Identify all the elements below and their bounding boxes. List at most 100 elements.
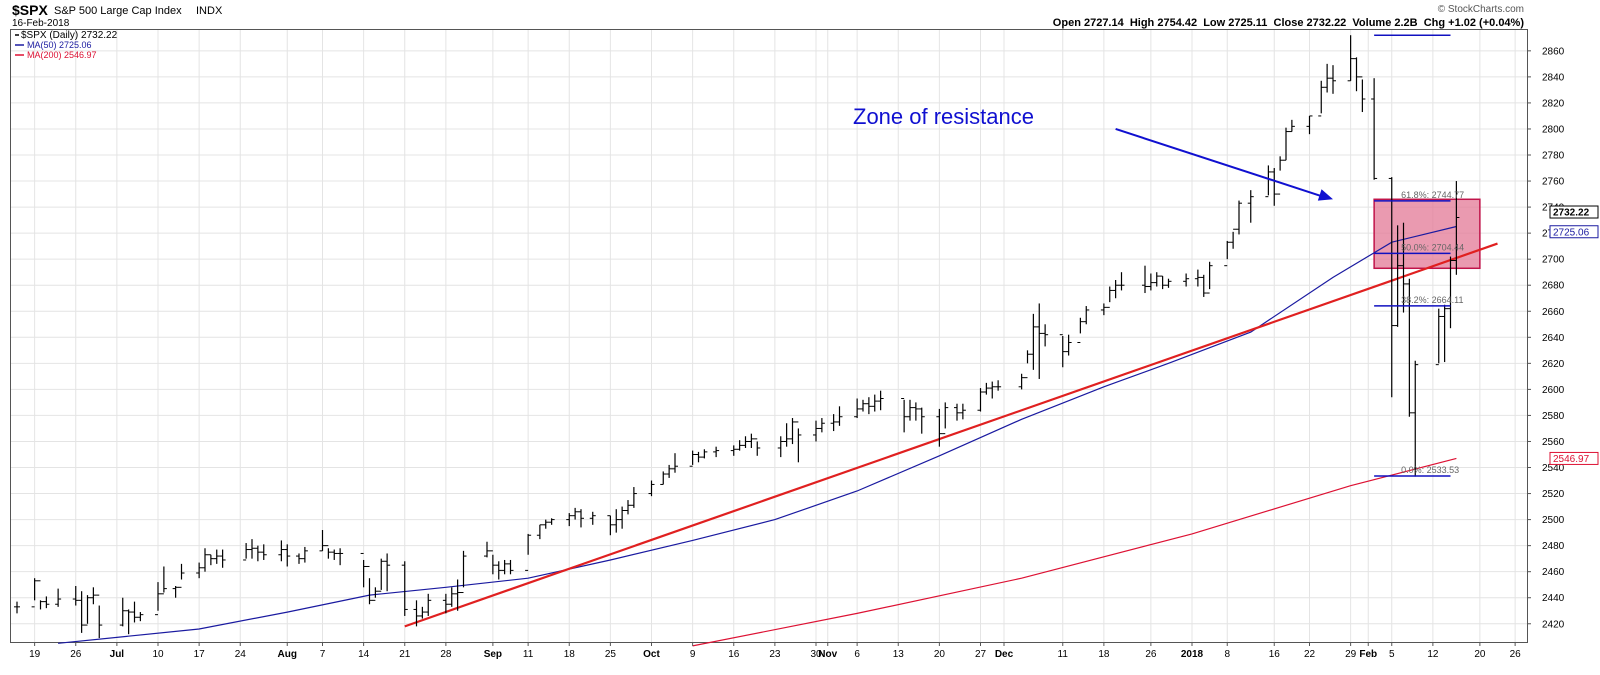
price-bar [37, 580, 44, 610]
x-tick-label: 30 [810, 649, 822, 660]
x-tick-label: 26 [1510, 649, 1522, 660]
price-bar [748, 433, 755, 448]
price-bar [907, 399, 913, 421]
y-tick-label: 2580 [1542, 411, 1565, 422]
price-bar [942, 402, 949, 435]
x-tick-label: Dec [995, 649, 1014, 660]
x-tick-label: 21 [399, 649, 411, 660]
price-bar [1371, 78, 1378, 180]
x-tick-label: 12 [1427, 649, 1439, 660]
price-bar [125, 609, 132, 635]
price-bar [219, 549, 226, 568]
x-tick-label: 6 [854, 649, 860, 660]
trendline-layer [404, 242, 1498, 628]
price-bar [301, 546, 308, 563]
price-bar [877, 390, 884, 411]
x-tick-label: 5 [1389, 649, 1395, 660]
price-bar [1018, 373, 1025, 390]
price-bar [1283, 127, 1289, 161]
y-tick-label: 2620 [1542, 359, 1565, 370]
price-bar [207, 554, 214, 566]
price-bar [1435, 308, 1442, 366]
price-bar [378, 558, 385, 592]
last-price-badge: 2732.22 [1549, 205, 1599, 219]
price-bar [1106, 286, 1113, 308]
y-tick-label: 2860 [1542, 46, 1565, 57]
price-bar [1065, 334, 1072, 356]
y-tick-label: 2760 [1542, 177, 1565, 188]
x-tick-label: 2018 [1181, 649, 1204, 660]
price-bar [442, 593, 449, 614]
price-bar [1330, 65, 1336, 94]
price-bar [1394, 225, 1401, 327]
legend-price: $SPX (Daily) 2732.22 [21, 30, 118, 41]
y-tick-label: 2440 [1542, 593, 1565, 604]
x-axis: 19 26 Jul 10 17 24 Aug 7 14 21 28 Sep 11 18 25 Oct 9 16 23… [29, 642, 1521, 660]
price-bars [14, 35, 1460, 639]
price-bar [525, 533, 532, 571]
x-tick-label: Sep [484, 649, 502, 660]
price-bar [789, 418, 796, 445]
price-bar [1206, 261, 1213, 294]
x-tick-label: 9 [690, 649, 696, 660]
price-bar [1277, 156, 1284, 195]
price-bar [1400, 222, 1407, 313]
price-bar [1353, 57, 1360, 92]
price-bar [860, 399, 866, 412]
price-bar [607, 515, 614, 536]
price-bar [713, 446, 720, 458]
x-tick-label: 20 [1474, 649, 1486, 660]
price-bar [630, 487, 637, 508]
price-bar [1441, 304, 1448, 363]
price-bar [589, 511, 596, 525]
price-bar [918, 407, 925, 434]
price-bar [1230, 228, 1237, 249]
x-tick-label: 19 [29, 649, 41, 660]
price-bar [1271, 168, 1278, 206]
y-tick-label: 2840 [1542, 72, 1565, 83]
x-tick-label: Aug [278, 649, 297, 660]
price-bar [331, 549, 338, 560]
x-tick-label: 17 [194, 649, 206, 660]
price-bar [366, 565, 373, 605]
price-bar [1388, 177, 1395, 398]
price-bar [1153, 272, 1160, 287]
last-price-badge-box [1549, 205, 1599, 219]
x-tick-label: 10 [152, 649, 164, 660]
legend: $SPX (Daily) 2732.22 MA(50) 2725.06 MA(2… [15, 30, 118, 60]
ohlc-readout: Open 2727.14 High 2754.42 Low 2725.11 Cl… [1053, 17, 1525, 29]
price-bar [1447, 256, 1454, 329]
annotation-arrow-shaft [1115, 128, 1326, 199]
price-bar [1118, 272, 1125, 291]
price-bar [14, 601, 20, 614]
price-bar [460, 550, 467, 594]
price-bar [795, 421, 802, 463]
price-bar [954, 403, 960, 421]
x-tick-label: Jul [110, 649, 125, 660]
price-bar [1347, 35, 1354, 82]
price-bar [1165, 278, 1172, 288]
x-tick-label: 7 [320, 649, 326, 660]
price-bar [989, 381, 996, 399]
price-bar [777, 436, 784, 458]
chart-frame [10, 29, 1528, 643]
annotation-arrow-layer [1115, 128, 1333, 201]
price-bar [1083, 306, 1090, 325]
price-bar [454, 579, 461, 611]
price-bar [1159, 275, 1166, 290]
price-bar [754, 438, 761, 456]
price-bar [730, 445, 737, 456]
price-bar [742, 436, 749, 448]
price-bar [1030, 313, 1037, 370]
x-tick-label: 11 [1058, 649, 1069, 660]
y-tick-label: 2480 [1542, 541, 1565, 552]
price-bar [695, 451, 702, 463]
x-tick-label: 23 [769, 649, 781, 660]
price-bar [619, 506, 626, 529]
exchange-label: INDX [196, 5, 223, 17]
price-bar [1142, 265, 1148, 294]
y-axis: 2420 2440 2460 2480 2500 2520 2540 2560 2580 2600… [1527, 46, 1565, 630]
price-bar [196, 562, 203, 579]
price-bar [501, 559, 508, 575]
